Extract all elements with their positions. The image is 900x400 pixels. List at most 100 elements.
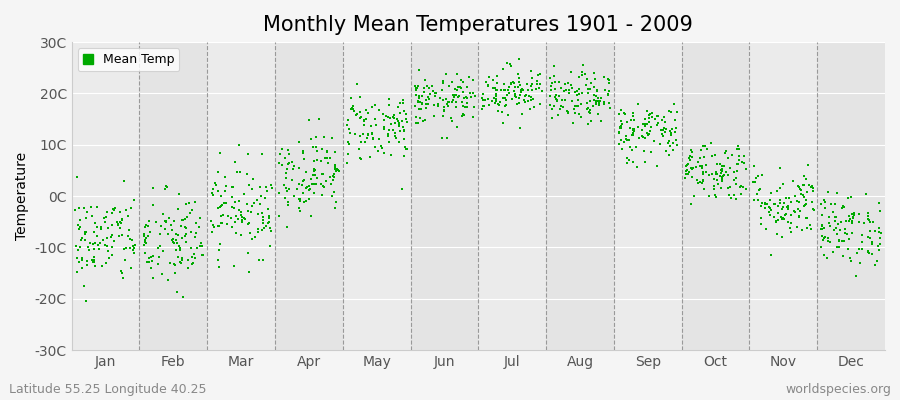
Point — [626, 113, 640, 119]
Point — [518, 92, 533, 98]
Point — [250, 226, 265, 232]
Point — [683, 156, 698, 163]
Point — [188, 233, 202, 240]
Point — [705, 171, 719, 178]
Point — [873, 208, 887, 214]
Point — [166, 240, 181, 246]
Point — [820, 255, 834, 262]
Point — [491, 108, 506, 115]
Point — [491, 80, 505, 87]
Point — [739, 166, 753, 172]
Point — [832, 238, 846, 244]
Point — [310, 148, 324, 154]
Point — [767, 200, 781, 207]
Point — [94, 226, 109, 232]
Point — [814, 244, 828, 250]
Point — [239, 201, 254, 207]
Point — [591, 95, 606, 102]
Point — [176, 254, 190, 261]
Point — [173, 259, 187, 265]
Point — [772, 165, 787, 172]
Point — [693, 178, 707, 185]
Point — [295, 150, 310, 156]
Point — [554, 96, 569, 103]
Point — [187, 198, 202, 205]
Point — [193, 215, 207, 221]
Point — [167, 260, 182, 267]
Point — [388, 120, 402, 126]
Bar — [410, 42, 478, 350]
Point — [772, 200, 787, 206]
Point — [714, 185, 728, 191]
Point — [329, 199, 344, 205]
Point — [834, 238, 849, 244]
Point — [78, 236, 93, 243]
Point — [817, 234, 832, 240]
Point — [307, 180, 321, 187]
Point — [554, 85, 569, 91]
Point — [248, 234, 262, 240]
Point — [792, 212, 806, 219]
Point — [399, 116, 413, 123]
Point — [341, 116, 356, 123]
Point — [514, 87, 528, 93]
Point — [175, 256, 189, 263]
Point — [704, 140, 718, 146]
Point — [162, 214, 176, 221]
Point — [482, 74, 496, 80]
Point — [499, 102, 513, 108]
Point — [518, 98, 533, 105]
Point — [644, 110, 659, 116]
Point — [697, 177, 711, 184]
Point — [659, 126, 673, 132]
Point — [806, 185, 820, 191]
Point — [409, 85, 423, 91]
Point — [784, 220, 798, 226]
Point — [572, 74, 587, 80]
Point — [256, 225, 271, 231]
Point — [114, 268, 129, 275]
Point — [106, 206, 121, 212]
Point — [504, 81, 518, 88]
Bar — [140, 42, 207, 350]
Point — [70, 222, 85, 229]
Point — [602, 100, 616, 106]
Point — [143, 265, 157, 271]
Point — [397, 108, 411, 114]
Point — [388, 132, 402, 139]
Point — [661, 140, 675, 146]
Point — [650, 121, 664, 128]
Point — [816, 237, 831, 244]
Point — [245, 236, 259, 242]
Point — [251, 229, 266, 235]
Point — [99, 214, 113, 220]
Point — [448, 92, 463, 98]
Point — [263, 243, 277, 249]
Point — [734, 183, 748, 190]
Point — [328, 166, 342, 172]
Point — [70, 255, 85, 262]
Point — [638, 158, 652, 165]
Point — [382, 139, 396, 145]
Point — [286, 163, 301, 170]
Point — [368, 102, 382, 108]
Point — [280, 188, 294, 194]
Point — [160, 184, 175, 190]
Point — [212, 222, 226, 229]
Point — [341, 126, 356, 132]
Point — [626, 132, 641, 138]
Point — [431, 103, 446, 109]
Point — [356, 130, 370, 137]
Point — [182, 200, 196, 206]
Bar — [546, 42, 614, 350]
Point — [125, 236, 140, 243]
Point — [397, 136, 411, 143]
Point — [679, 174, 693, 181]
Point — [321, 160, 336, 166]
Point — [466, 77, 481, 84]
Point — [383, 115, 398, 121]
Point — [279, 175, 293, 181]
Point — [256, 214, 271, 220]
Point — [656, 126, 670, 133]
Point — [574, 72, 589, 78]
